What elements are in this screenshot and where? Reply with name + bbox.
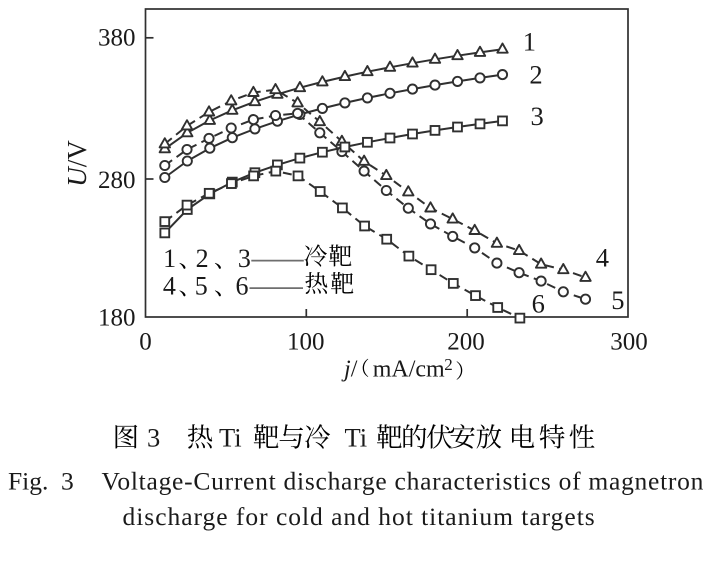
svg-text:3: 3 [531,101,544,131]
svg-text:1: 1 [523,27,536,57]
svg-text:200: 200 [447,328,485,355]
svg-text:100: 100 [287,328,325,355]
svg-text:2: 2 [529,60,542,90]
svg-text:1: 1 [163,244,176,273]
svg-text:6: 6 [236,272,249,301]
svg-text:2: 2 [444,355,453,374]
svg-text:180: 180 [98,304,136,331]
svg-text:5: 5 [611,285,624,315]
svg-text:Voltage-Current discharge char: Voltage-Current discharge characteristic… [102,467,705,496]
svg-text:j: j [341,357,351,383]
svg-text:280: 280 [98,167,136,194]
svg-text:2: 2 [196,244,209,273]
svg-text:U/V: U/V [62,140,92,187]
svg-text:mA/cm: mA/cm [373,357,445,383]
svg-text:0: 0 [139,328,152,355]
svg-text:6: 6 [532,288,545,318]
svg-text:4: 4 [596,243,609,273]
svg-text:3: 3 [61,467,74,496]
svg-text:discharge for cold and hot tit: discharge for cold and hot titanium targ… [123,502,596,531]
svg-text:Ti: Ti [345,423,368,453]
svg-text:300: 300 [610,328,648,355]
svg-text:Ti: Ti [219,423,242,453]
svg-text:3: 3 [147,423,160,453]
svg-text:4: 4 [163,272,176,301]
svg-text:3: 3 [238,244,251,273]
svg-text:Fig.: Fig. [8,467,48,496]
svg-text:/: / [351,357,358,383]
svg-text:380: 380 [98,24,136,51]
svg-text:5: 5 [195,272,208,301]
